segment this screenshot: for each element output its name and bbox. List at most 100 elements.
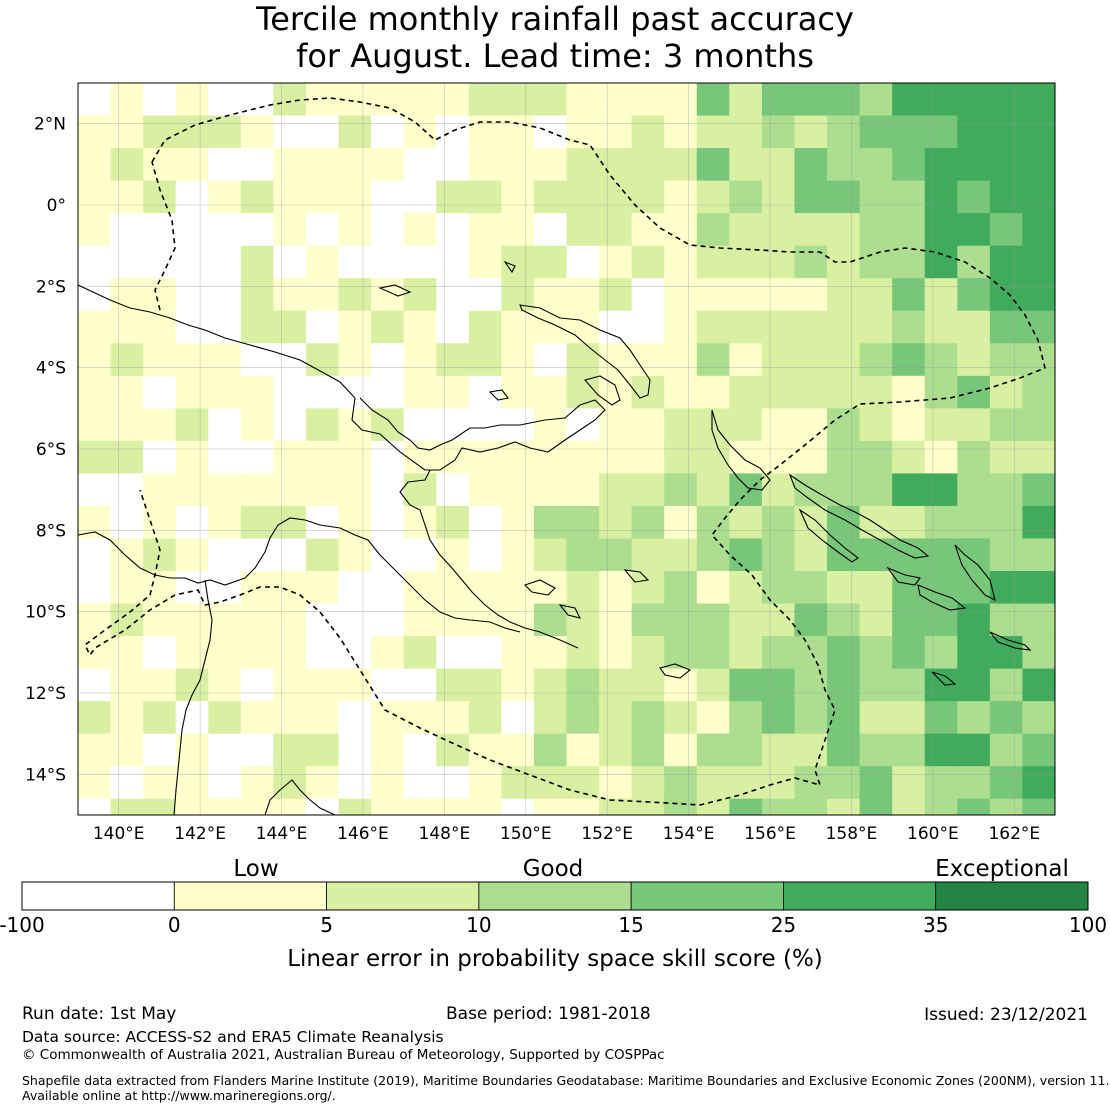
grid-cell (729, 636, 763, 670)
grid-cell (175, 83, 209, 117)
colorbar-segment (783, 881, 937, 911)
grid-cell (696, 343, 730, 377)
grid-cell (338, 343, 372, 377)
grid-cell (761, 701, 796, 735)
grid-cell (924, 701, 958, 735)
colorbar-tick-label: 10 (466, 913, 491, 937)
grid-cell (924, 538, 958, 572)
grid-cell (989, 473, 1024, 507)
grid-cell (143, 440, 177, 474)
grid-cell (729, 603, 763, 637)
grid-cell (957, 245, 991, 279)
grid-cell (664, 148, 698, 182)
grid-cell (175, 538, 209, 572)
grid-cell (240, 701, 274, 735)
grid-cell (338, 766, 372, 800)
grid-cell (794, 180, 828, 214)
grid-cell (827, 473, 861, 507)
grid-cell (696, 538, 730, 572)
grid-cell (892, 148, 926, 182)
grid-cell (859, 278, 893, 312)
grid-cell (729, 245, 763, 279)
grid-cell (468, 180, 502, 214)
grid-cell (436, 571, 470, 605)
grid-cell (566, 505, 600, 540)
colorbar-category-label: Exceptional (935, 856, 1069, 882)
grid-cell (566, 343, 600, 377)
grid-cell (110, 440, 144, 474)
grid-cell (403, 343, 437, 377)
grid-cell (143, 473, 177, 507)
grid-cell (989, 310, 1024, 344)
grid-cell (989, 180, 1024, 214)
colorbar-axis-label: Linear error in probability space skill … (287, 946, 823, 972)
grid-cell (989, 83, 1024, 117)
grid-cell (371, 408, 405, 442)
grid-cell (338, 603, 372, 637)
run-date: Run date: 1st May (22, 1004, 177, 1024)
grid-cell (78, 798, 112, 815)
grid-cell (78, 180, 112, 214)
grid-cell (110, 343, 144, 377)
grid-cell (273, 245, 307, 279)
grid-cell (533, 798, 568, 815)
colorbar-category-label: Good (523, 856, 584, 882)
grid-cell (859, 505, 893, 540)
grid-cell (501, 343, 535, 377)
grid-cell (794, 310, 828, 344)
grid-cell (1022, 148, 1055, 182)
grid-cell (827, 343, 861, 377)
grid-cell (208, 408, 242, 442)
grid-cell (664, 213, 698, 247)
grid-cell (664, 505, 698, 540)
grid-cell (273, 766, 307, 800)
grid-cell (501, 213, 535, 247)
grid-cell (794, 636, 828, 670)
grid-cell (1022, 440, 1055, 474)
grid-cell (240, 375, 274, 409)
grid-cell (208, 766, 242, 800)
grid-cell (468, 668, 502, 702)
grid-cell (175, 571, 209, 605)
grid-cell (761, 408, 796, 442)
grid-cell (859, 766, 893, 800)
grid-cell (1022, 571, 1055, 605)
grid-cell (78, 571, 112, 605)
grid-cell (501, 473, 535, 507)
longitude-tick-label: 154°E (663, 824, 715, 844)
grid-cell (989, 245, 1024, 279)
grid-cell (1022, 310, 1055, 344)
grid-cell (696, 278, 730, 312)
grid-cell (468, 375, 502, 409)
grid-cell (859, 148, 893, 182)
grid-cell (240, 343, 274, 377)
grid-cell (761, 310, 796, 344)
grid-cell (696, 375, 730, 409)
grid-cell (892, 798, 926, 815)
grid-cell (761, 343, 796, 377)
grid-cell (175, 473, 209, 507)
grid-cell (371, 245, 405, 279)
grid-cell (78, 440, 112, 474)
grid-cell (240, 148, 274, 182)
grid-cell (436, 668, 470, 702)
grid-cell (1022, 115, 1055, 149)
colorbar-segment (21, 881, 175, 911)
grid-cell (305, 603, 340, 637)
grid-cell (240, 440, 274, 474)
grid-cell (696, 245, 730, 279)
grid-cell (696, 766, 730, 800)
grid-cell (436, 505, 470, 540)
grid-cell (371, 310, 405, 344)
latitude-tick-label: 12°S (25, 684, 66, 704)
grid-cell (501, 636, 535, 670)
grid-cell (664, 766, 698, 800)
colorbar-frame (21, 881, 1089, 911)
grid-cell (305, 83, 340, 117)
grid-cell (273, 668, 307, 702)
grid-cell (664, 538, 698, 572)
grid-cell (892, 636, 926, 670)
colorbar-segment (630, 881, 784, 911)
grid-cell (143, 505, 177, 540)
grid-cell (501, 375, 535, 409)
